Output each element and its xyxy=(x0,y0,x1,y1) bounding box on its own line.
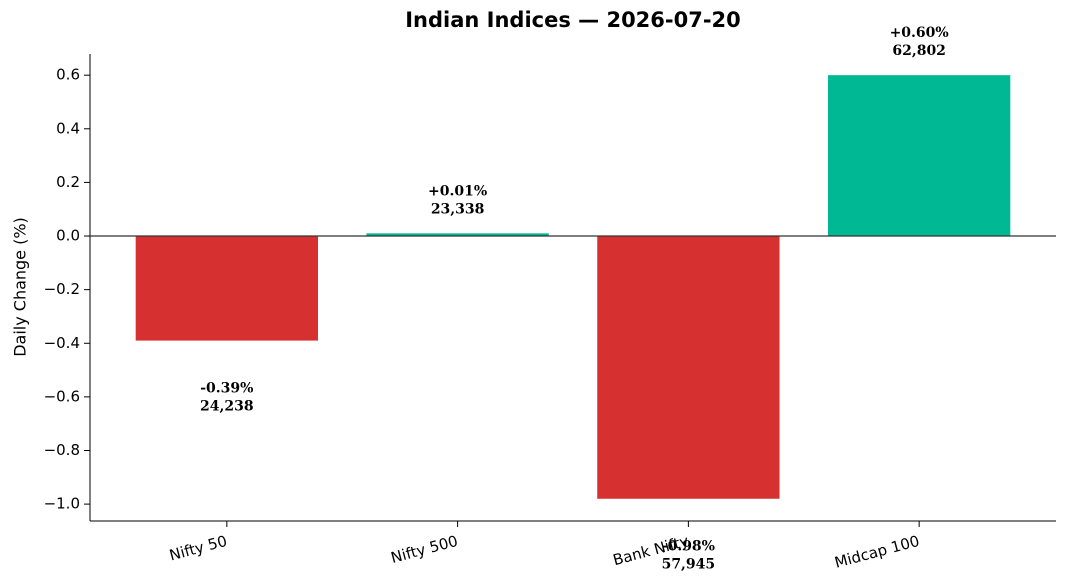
y-axis-label: Daily Change (%) xyxy=(11,217,30,357)
value-label: +0.01% xyxy=(428,183,487,199)
y-tick-label: −0.2 xyxy=(44,280,80,298)
level-label: 57,945 xyxy=(662,557,716,573)
level-label: 23,338 xyxy=(431,201,485,217)
bar xyxy=(366,233,549,237)
y-tick-label: −0.4 xyxy=(44,334,80,352)
y-tick-label: −0.8 xyxy=(44,441,80,459)
x-tick-label: Nifty 500 xyxy=(389,532,460,567)
y-tick-label: 0.6 xyxy=(56,66,80,84)
value-label: -0.39% xyxy=(200,381,253,397)
value-label: +0.60% xyxy=(890,25,949,41)
y-tick-label: 0.2 xyxy=(56,173,80,191)
level-label: 62,802 xyxy=(892,43,946,59)
bar xyxy=(135,236,318,341)
x-tick-label: Nifty 50 xyxy=(167,532,229,565)
x-tick-label: Midcap 100 xyxy=(833,532,922,572)
value-label: -0.98% xyxy=(662,539,715,555)
bar xyxy=(828,75,1011,237)
y-tick-label: 0.0 xyxy=(56,227,80,245)
chart-title: Indian Indices — 2026-07-20 xyxy=(405,8,741,32)
bar xyxy=(597,236,780,499)
y-tick-label: −1.0 xyxy=(44,495,80,513)
y-tick-label: 0.4 xyxy=(56,119,80,137)
level-label: 24,238 xyxy=(200,399,254,415)
y-tick-label: −0.6 xyxy=(44,387,80,405)
